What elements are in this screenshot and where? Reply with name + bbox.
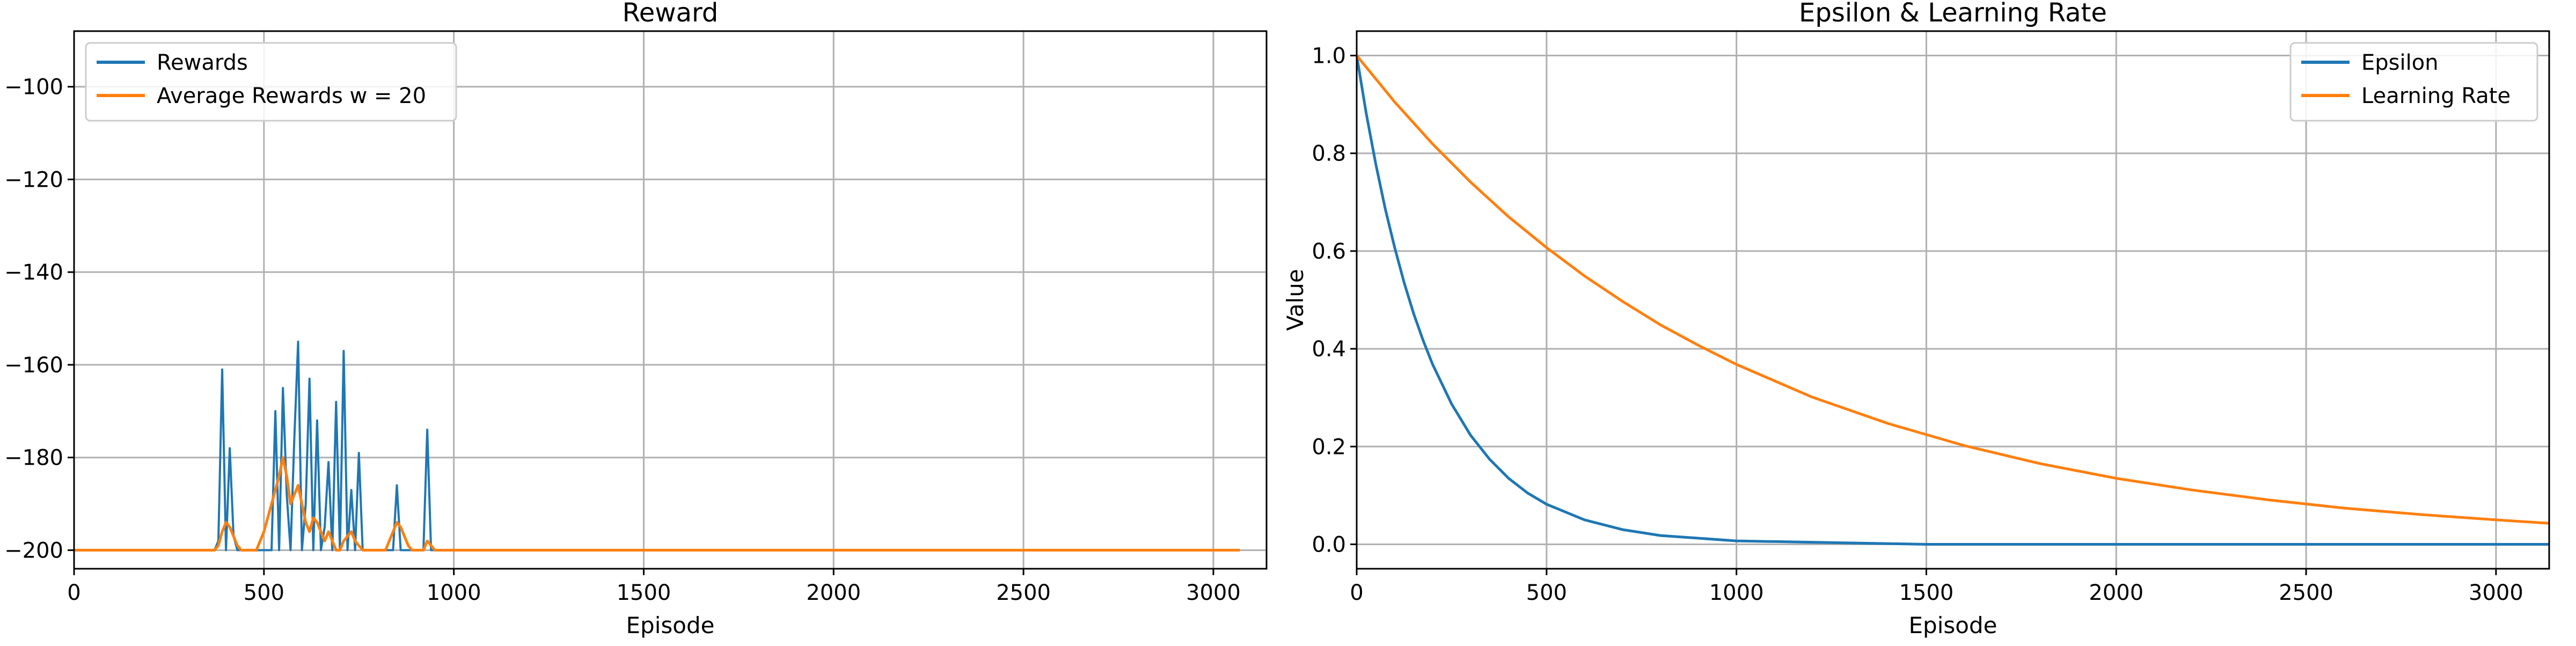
x-tick-label: 0 <box>1350 581 1363 605</box>
chart-title: Reward <box>623 0 719 28</box>
y-tick-label: 0.4 <box>1312 337 1346 362</box>
x-tick-label: 2000 <box>806 581 861 605</box>
x-tick-label: 1000 <box>427 581 481 605</box>
reward-panel: 0 500 1000 1500 2000 2500 3000 −200 −180 −160 −140… <box>4 0 1268 638</box>
y-tick-label: −180 <box>4 446 63 471</box>
x-tick-label: 2500 <box>996 581 1051 605</box>
legend: Epsilon Learning Rate <box>2289 42 2538 122</box>
x-tick-label: 1500 <box>1899 581 1954 605</box>
legend-box <box>2289 42 2538 122</box>
x-tick-label: 500 <box>1526 581 1567 605</box>
plot-area <box>1357 54 2549 546</box>
x-tick-label: 500 <box>244 581 284 605</box>
series-line-rewards <box>74 340 1240 552</box>
legend: Rewards Average Rewards w = 20 <box>85 42 457 122</box>
y-tick-label: −140 <box>4 260 63 285</box>
y-axis-label: Value <box>1282 269 1308 331</box>
y-tick-label: −200 <box>4 538 63 563</box>
x-tick-label: 0 <box>67 581 80 605</box>
plot-area <box>74 340 1240 552</box>
x-tick-label: 3000 <box>1186 581 1241 605</box>
x-tick-label: 3000 <box>2469 581 2523 605</box>
x-axis-label: Episode <box>626 612 715 638</box>
legend-label: Average Rewards w = 20 <box>157 84 426 108</box>
legend-label: Learning Rate <box>2361 84 2511 108</box>
y-tick-label: 0.6 <box>1312 239 1346 264</box>
axes-frame <box>1356 30 2550 570</box>
legend-box <box>85 42 457 122</box>
grid <box>73 31 1267 569</box>
y-tick-label: 0.2 <box>1312 435 1346 459</box>
x-tick-label: 2000 <box>2089 581 2143 605</box>
chart-title: Epsilon & Learning Rate <box>1799 0 2107 28</box>
y-tick-label: −160 <box>4 353 63 378</box>
x-tick-label: 1500 <box>617 581 671 605</box>
x-tick-label: 1000 <box>1709 581 1764 605</box>
epsilon-learning-rate-panel: 0 500 1000 1500 2000 2500 3000 0.0 0.2 0.4 0.6 0.8 1… <box>1282 0 2550 638</box>
y-tick-label: −120 <box>4 167 63 192</box>
y-tick-label: 0.0 <box>1312 532 1346 557</box>
x-axis-label: Episode <box>1909 612 1997 638</box>
x-tick-label: 2500 <box>2279 581 2333 605</box>
series-line-learning-rate <box>1357 54 2549 525</box>
series-line-epsilon <box>1357 55 2549 546</box>
axes-frame <box>73 30 1268 570</box>
series-line-average-rewards-w-20 <box>74 456 1240 552</box>
y-tick-label: 1.0 <box>1312 44 1346 69</box>
legend-label: Rewards <box>157 50 248 75</box>
y-tick-label: −100 <box>4 75 63 100</box>
y-tick-label: 0.8 <box>1312 142 1346 166</box>
legend-label: Epsilon <box>2361 50 2439 75</box>
